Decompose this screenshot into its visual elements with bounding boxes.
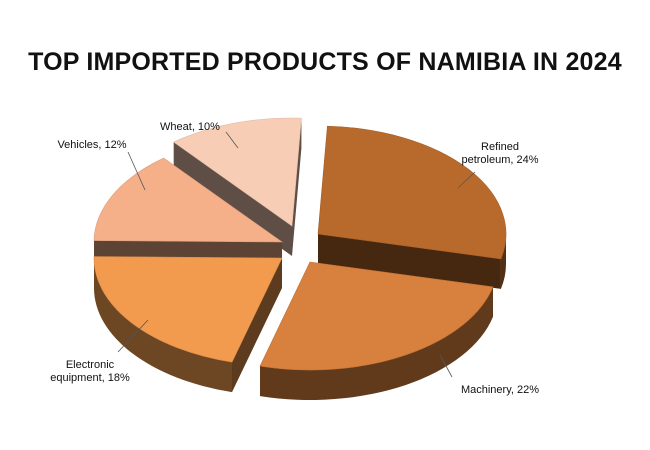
leader-line-machinery: [439, 354, 453, 378]
data-label-machinery: Machinery, 22%: [461, 384, 539, 396]
slice-electronic-equipment: [93, 256, 283, 363]
slice-wheat: [173, 117, 302, 227]
data-label-electronic-equipment: Electronic equipment, 18%: [50, 359, 130, 384]
slice-vehicles: [93, 157, 283, 243]
chart-title: TOP IMPORTED PRODUCTS OF NAMIBIA IN 2024: [28, 48, 622, 76]
slice-cut-refined-petroleum-1: [318, 234, 501, 289]
slice-cut-wheat-0: [173, 142, 292, 256]
slice-machinery: [259, 261, 494, 371]
leader-line-refined-petroleum: [457, 171, 476, 189]
data-label-vehicles: Vehicles, 12%: [57, 139, 126, 151]
data-label-refined-petroleum: Refined petroleum, 24%: [461, 141, 538, 166]
leader-line-vehicles: [127, 151, 146, 191]
slice-cut-wheat-1: [292, 118, 302, 256]
slice-cut-electronic-equipment-0: [232, 258, 282, 393]
leader-line-electronic-equipment: [117, 319, 149, 353]
leader-line-wheat: [225, 131, 239, 149]
slice-side-electronic-equipment: [94, 258, 233, 393]
data-label-wheat: Wheat, 10%: [160, 121, 220, 133]
slice-refined-petroleum: [317, 125, 507, 260]
slice-side-machinery: [260, 286, 493, 400]
